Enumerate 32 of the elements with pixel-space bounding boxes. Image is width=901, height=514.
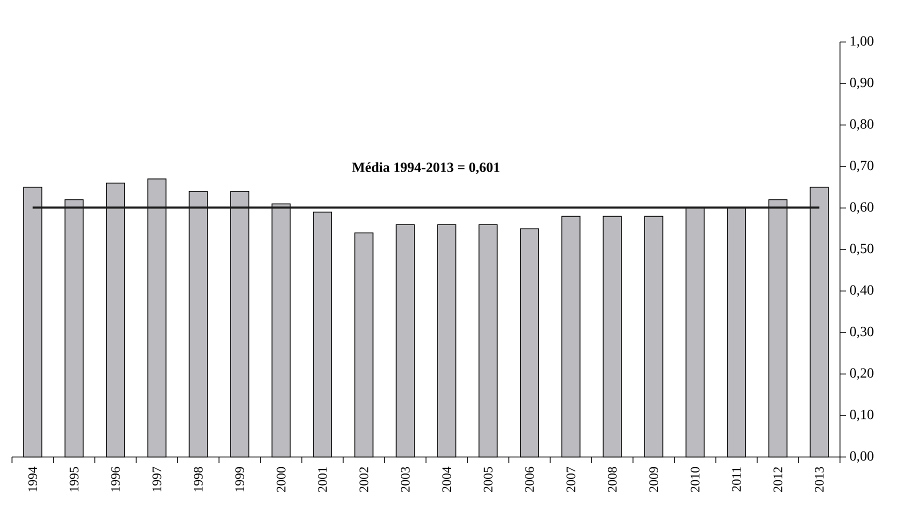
y-tick-label: 0,40 (850, 285, 874, 297)
x-tick-label: 2001 (318, 467, 327, 492)
x-tick-label: 2008 (608, 467, 617, 492)
y-tick-label: 0,70 (850, 160, 874, 172)
x-tick-label: 2005 (484, 467, 492, 492)
x-tick-label: 1995 (70, 467, 78, 492)
y-tick-label: 0,80 (850, 119, 874, 131)
y-tick-label: 1,00 (850, 36, 874, 48)
y-tick-label: 0,50 (850, 244, 874, 256)
x-tick-label: 2004 (442, 466, 452, 492)
y-tick-label: 0,20 (850, 368, 874, 380)
x-tick-label: 1999 (235, 467, 244, 492)
y-tick-label: 0,30 (850, 326, 874, 338)
y-tick-label: 0,10 (850, 410, 874, 422)
x-tick-label: 2013 (814, 467, 824, 492)
x-tick-label: 1996 (111, 466, 120, 492)
x-tick-label: 1994 (28, 466, 38, 492)
x-tick-label: 1998 (194, 467, 203, 492)
y-tick-label: 0,90 (850, 78, 874, 90)
x-tick-label: 2002 (360, 467, 368, 492)
x-tick-label: 2010 (690, 467, 700, 492)
x-tick-label: 2003 (400, 467, 410, 492)
x-tick-label: 2006 (525, 466, 534, 492)
x-tick-label: 2012 (774, 467, 782, 492)
x-tick-label: 2000 (276, 467, 286, 492)
x-tick-label: 1997 (152, 466, 162, 492)
ref-line-label: Média 1994-2013 = 0,601 (352, 162, 500, 174)
x-tick-label: 2009 (649, 467, 658, 492)
y-tick-label: 0,60 (850, 202, 874, 214)
x-tick-label: 2011 (732, 467, 741, 492)
y-tick-label: 0,00 (850, 451, 874, 463)
x-tick-label: 2007 (566, 466, 576, 492)
